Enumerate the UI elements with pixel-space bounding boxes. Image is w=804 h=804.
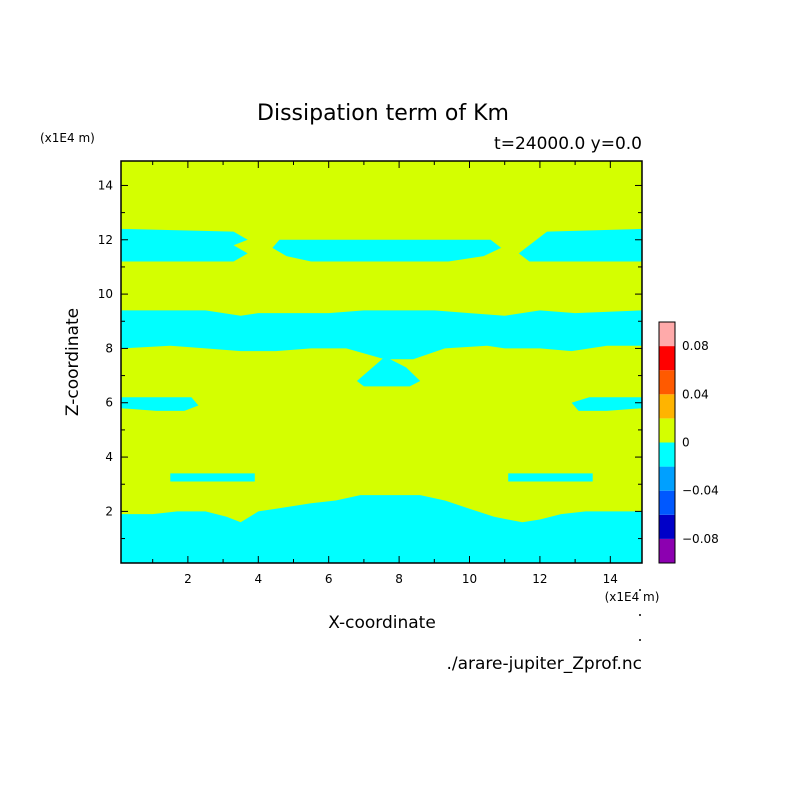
contour-region-4 bbox=[571, 397, 642, 411]
x-tick-label: 10 bbox=[462, 572, 477, 586]
contour-region-0 bbox=[121, 495, 642, 563]
x-tick-label: 8 bbox=[395, 572, 403, 586]
colorbar-tick-label: −0.08 bbox=[682, 532, 719, 546]
colorbar-swatch bbox=[659, 538, 675, 563]
colorbar-frame bbox=[658, 321, 676, 564]
colorbar-tick-label: 0 bbox=[682, 436, 690, 450]
y-tick-label: 8 bbox=[105, 341, 113, 355]
x-tick-label: 2 bbox=[184, 572, 192, 586]
contour-region-6 bbox=[121, 310, 642, 360]
plot-frame bbox=[120, 160, 643, 564]
x-axis-unit: (x1E4 m) bbox=[605, 590, 660, 604]
contour-region-9 bbox=[518, 228, 642, 262]
colorbar-swatch bbox=[659, 394, 675, 419]
colorbar-swatch bbox=[659, 514, 675, 539]
x-axis-label: X-coordinate bbox=[328, 613, 436, 633]
contour-region-1 bbox=[170, 473, 255, 482]
chart-title: Dissipation term of Km bbox=[257, 101, 509, 126]
colorbar-tick-label: 0.08 bbox=[682, 339, 709, 353]
y-axis-label: Z-coordinate bbox=[63, 308, 83, 416]
plot-area: 2 4 6 8 10 12 14 2 4 6 8 10 12 14 bbox=[98, 160, 643, 586]
y-tick-label: 4 bbox=[105, 450, 113, 464]
y-tick-label: 12 bbox=[98, 233, 113, 247]
source-file-label: ./arare-jupiter_Zprof.nc bbox=[446, 654, 642, 674]
x-tick-label: 6 bbox=[325, 572, 333, 586]
contour-region-3 bbox=[121, 397, 199, 411]
y-tick-label: 14 bbox=[98, 178, 113, 192]
x-tick-label: 12 bbox=[532, 572, 547, 586]
contour-region-2 bbox=[508, 473, 593, 482]
x-tick-label: 14 bbox=[603, 572, 618, 586]
chart-subtitle: t=24000.0 y=0.0 bbox=[494, 134, 642, 154]
colorbar-swatch bbox=[659, 418, 675, 443]
x-tick-label: 4 bbox=[254, 572, 262, 586]
contour-region-7 bbox=[121, 228, 248, 262]
y-tick-label: 10 bbox=[98, 287, 113, 301]
colorbar: −0.08 −0.04 0 0.04 0.08 bbox=[658, 321, 719, 564]
colorbar-tick-label: −0.04 bbox=[682, 484, 719, 498]
colorbar-swatch bbox=[659, 346, 675, 371]
colorbar-tick-label: 0.04 bbox=[682, 387, 709, 401]
y-tick-label: 6 bbox=[105, 396, 113, 410]
colorbar-swatch bbox=[659, 442, 675, 467]
colorbar-swatch bbox=[659, 370, 675, 395]
contour-regions bbox=[121, 228, 642, 563]
colorbar-swatch bbox=[659, 322, 675, 347]
unit-marks bbox=[639, 589, 641, 641]
contour-region-8 bbox=[272, 239, 502, 262]
colorbar-swatch bbox=[659, 466, 675, 491]
colorbar-swatch bbox=[659, 490, 675, 515]
contour-region-5 bbox=[356, 356, 421, 387]
axis-ticks: 2 4 6 8 10 12 14 2 4 6 8 10 12 14 bbox=[98, 161, 642, 586]
y-axis-unit: (x1E4 m) bbox=[40, 131, 95, 145]
y-tick-label: 2 bbox=[105, 504, 113, 518]
